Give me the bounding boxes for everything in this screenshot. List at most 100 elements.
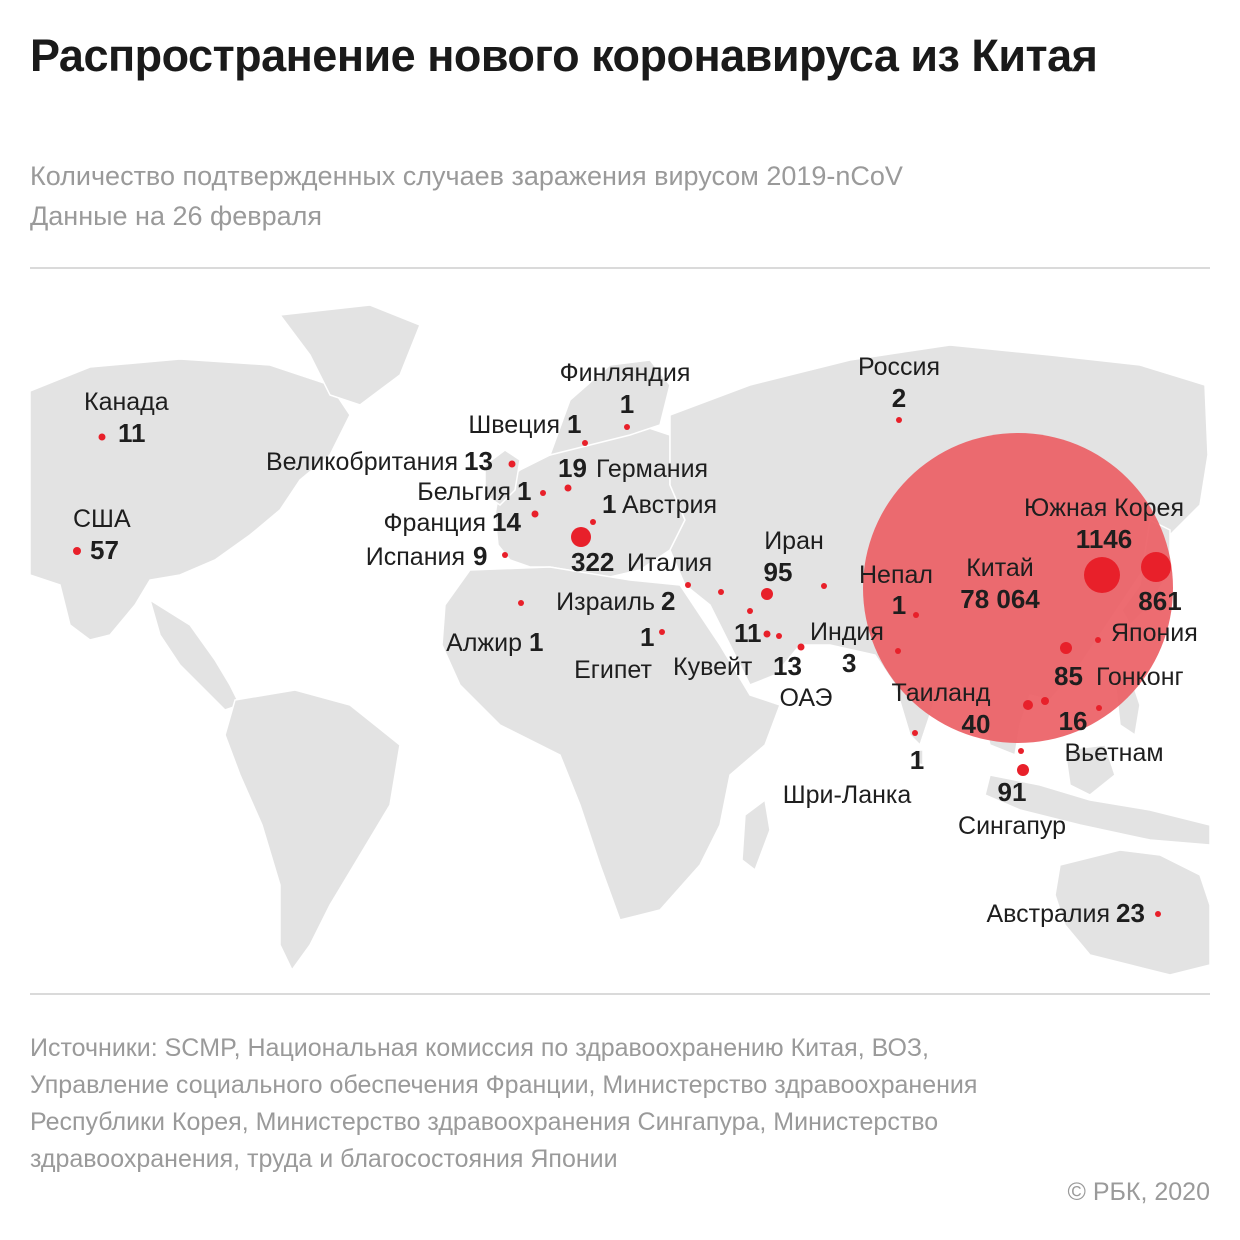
- label-sweden-cases: 1: [567, 409, 581, 439]
- marker-hongkong: [1060, 642, 1072, 654]
- land-central-america: [148, 598, 242, 711]
- label-singapore-name: Сингапур: [958, 812, 1066, 840]
- marker-finland: [624, 424, 630, 430]
- label-usa-name: США: [73, 505, 131, 533]
- marker-australia: [1155, 911, 1161, 917]
- sources-text: Источники: SCMP, Национальная комиссия п…: [30, 1034, 978, 1173]
- copyright: © РБК, 2020: [1067, 1178, 1210, 1206]
- label-austria-name: Австрия: [622, 491, 717, 519]
- label-uk-name: Великобритания: [266, 448, 458, 476]
- marker-france: [531, 510, 539, 518]
- land-north-america: [30, 358, 351, 641]
- label-nepal-cases: 1: [892, 590, 906, 620]
- label-hongkong-name: Гонконг: [1096, 663, 1184, 691]
- marker-singapore-north: [1018, 748, 1024, 754]
- marker-sri-lanka: [912, 730, 918, 736]
- marker-iran-west: [821, 583, 827, 589]
- land-sri-lanka: [914, 749, 924, 766]
- label-kuwait-cases: 11: [734, 618, 762, 648]
- marker-sweden: [582, 440, 588, 446]
- marker-india: [895, 648, 901, 654]
- marker-uae: [797, 643, 805, 651]
- label-nepal-name: Непал: [859, 561, 933, 589]
- marker-uk: [508, 460, 516, 468]
- label-canada-name: Канада: [84, 388, 169, 416]
- marker-singapore: [1017, 764, 1029, 776]
- label-sweden-name: Швеция: [468, 411, 560, 439]
- marker-egypt-north: [747, 608, 753, 614]
- china-cases-circle: [863, 433, 1173, 743]
- land-south-america: [224, 689, 401, 972]
- label-finland-cases: 1: [620, 389, 634, 419]
- label-france-cases: 14: [492, 507, 521, 537]
- label-vietnam-cases: 16: [1059, 706, 1088, 736]
- marker-nepal: [913, 612, 919, 618]
- world-map: Канада 11 США 57 Великобритания 13 Бельг…: [30, 305, 1210, 976]
- marker-israel-east: [718, 589, 724, 595]
- label-egypt-cases: 1: [640, 622, 654, 652]
- label-uae-cases: 13: [773, 651, 802, 681]
- label-australia-cases: 23: [1116, 898, 1145, 928]
- marker-vietnam-north: [1096, 705, 1102, 711]
- label-spain-cases: 9: [473, 541, 487, 571]
- label-austria-cases: 1: [602, 489, 616, 519]
- land-scandinavia: [548, 359, 671, 457]
- label-algeria-name: Алжир: [446, 629, 522, 657]
- label-india-name: Индия: [810, 618, 884, 646]
- subtitle-line: Данные на 26 февраля: [30, 201, 322, 231]
- label-singapore-cases: 91: [998, 777, 1027, 807]
- marker-canada: [98, 433, 106, 441]
- label-sri-lanka-cases: 1: [910, 745, 924, 775]
- marker-usa: [73, 547, 81, 555]
- label-belgium-name: Бельгия: [417, 478, 511, 506]
- marker-japan-south: [1095, 637, 1101, 643]
- label-spain-name: Испания: [366, 543, 465, 571]
- map-labels: Канада 11 США 57 Великобритания 13 Бельг…: [73, 353, 1198, 928]
- top-divider: [30, 267, 1210, 269]
- land-indonesia: [984, 774, 1210, 846]
- label-sri-lanka-name: Шри-Ланка: [783, 781, 912, 809]
- label-iran-cases: 95: [764, 557, 793, 587]
- page-title: Распространение нового коронавируса из К…: [30, 30, 1098, 81]
- label-india-cases: 3: [842, 648, 856, 678]
- marker-israel: [685, 582, 691, 588]
- marker-kuwait: [763, 630, 771, 638]
- marker-thailand: [1023, 700, 1033, 710]
- marker-egypt: [659, 629, 665, 635]
- label-france-name: Франция: [384, 509, 486, 537]
- land-greenland: [278, 305, 421, 406]
- land-madagascar: [741, 798, 771, 872]
- label-israel-name: Израиль: [556, 588, 655, 616]
- marker-algeria: [518, 600, 524, 606]
- label-russia-cases: 2: [892, 383, 906, 413]
- label-egypt-name: Египет: [574, 656, 652, 684]
- land-australia: [1054, 849, 1210, 976]
- marker-austria: [590, 519, 596, 525]
- label-belgium-cases: 1: [517, 476, 531, 506]
- land-africa: [441, 566, 781, 921]
- marker-russia: [896, 417, 902, 423]
- marker-italy: [571, 527, 591, 547]
- bottom-divider: [30, 993, 1210, 995]
- label-kuwait-name: Кувейт: [673, 653, 753, 681]
- label-uk-cases: 13: [464, 446, 493, 476]
- label-italy-name: Италия: [627, 549, 712, 577]
- label-finland-name: Финляндия: [560, 359, 691, 387]
- marker-south-korea: [1084, 557, 1120, 593]
- label-thailand-name: Таиланд: [892, 679, 991, 707]
- label-iran-name: Иран: [764, 527, 824, 555]
- marker-japan: [1141, 552, 1171, 582]
- label-italy-cases: 322: [571, 547, 614, 577]
- marker-germany: [564, 484, 572, 492]
- marker-spain: [502, 552, 508, 558]
- label-south-korea-name: Южная Корея: [1024, 494, 1184, 522]
- marker-belgium: [540, 490, 546, 496]
- subtitle-line: Количество подтвержденных случаев зараже…: [30, 161, 903, 191]
- label-israel-cases: 2: [661, 586, 675, 616]
- label-australia-name: Австралия: [986, 900, 1110, 928]
- label-hongkong-cases: 85: [1054, 661, 1083, 691]
- label-china-name: Китай: [966, 554, 1034, 582]
- label-canada-cases: 11: [118, 418, 146, 448]
- subtitle: Количество подтвержденных случаев зараже…: [30, 156, 903, 236]
- label-uae-name: ОАЭ: [780, 684, 833, 712]
